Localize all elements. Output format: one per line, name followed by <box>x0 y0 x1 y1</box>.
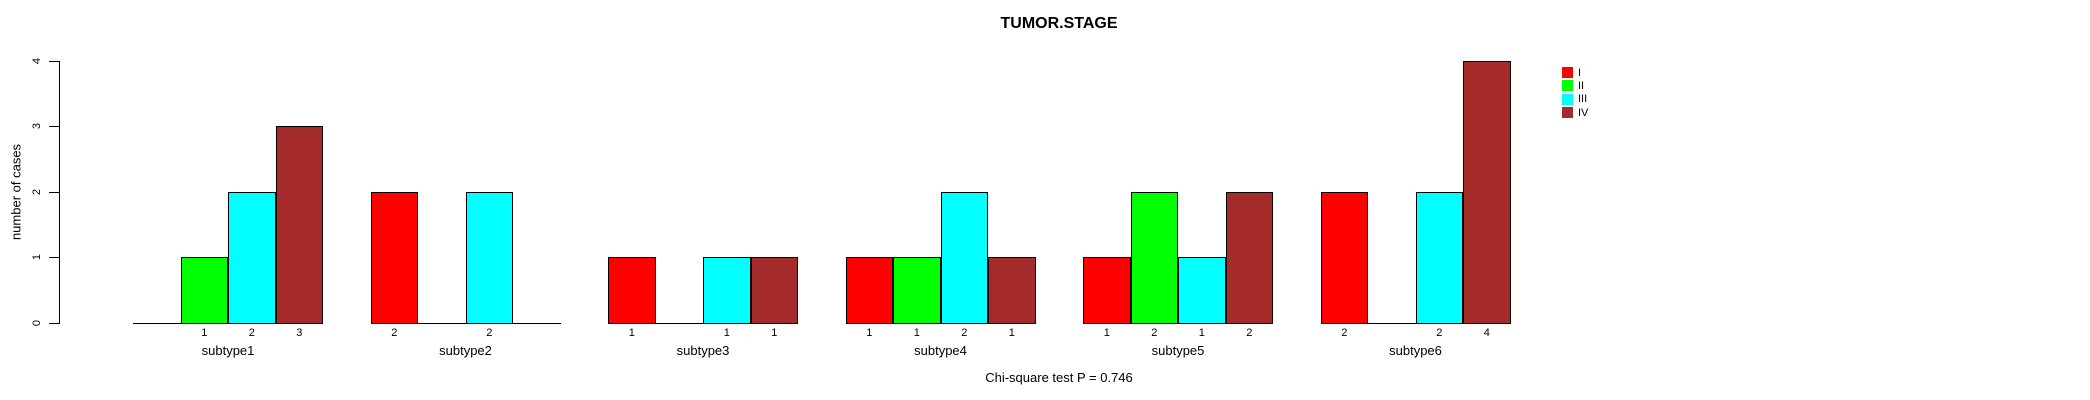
bar-value-label: 2 <box>391 327 398 339</box>
bar-subtype4-I <box>845 257 893 324</box>
y-axis-tick <box>49 126 59 128</box>
legend-swatch-I <box>1562 67 1573 78</box>
bar-subtype1-II <box>180 257 228 324</box>
bar-value-label: 1 <box>771 327 778 339</box>
bar-value-label: 4 <box>1483 327 1490 339</box>
y-axis-tick <box>49 323 59 324</box>
legend-swatch-II <box>1562 80 1573 92</box>
y-axis-tick-label: 2 <box>31 188 43 195</box>
bar-subtype5-III <box>1178 257 1226 324</box>
bar-subtype6-I <box>1320 191 1368 324</box>
bar-subtype5-I <box>1083 257 1131 324</box>
y-axis-tick <box>49 191 59 193</box>
y-axis-label: number of cases <box>8 143 24 241</box>
legend-label: IV <box>1578 106 1589 119</box>
y-axis-line <box>59 60 60 324</box>
category-label-subtype6: subtype6 <box>1389 343 1442 358</box>
bar-subtype5-II <box>1130 191 1178 324</box>
y-axis-tick-label: 1 <box>31 254 43 261</box>
bar-subtype4-II <box>893 257 941 324</box>
bar-subtype6-IV <box>1463 60 1511 324</box>
bar-subtype5-IV <box>1225 191 1273 324</box>
bar-value-label: 2 <box>248 327 255 339</box>
bar-value-label: 3 <box>296 327 303 339</box>
legend-label: III <box>1578 93 1588 106</box>
bar-subtype2-I <box>370 191 418 324</box>
category-label-subtype4: subtype4 <box>914 343 967 358</box>
bar-value-label: 2 <box>1246 327 1253 339</box>
bar-subtype4-III <box>940 191 988 324</box>
bar-value-label: 2 <box>486 327 493 339</box>
y-axis-tick <box>49 60 59 62</box>
legend-swatch-IV <box>1562 107 1573 119</box>
y-axis-tick-label: 0 <box>31 319 43 327</box>
bar-value-label: 1 <box>1198 327 1205 339</box>
category-label-subtype1: subtype1 <box>201 343 255 358</box>
legend-label: I <box>1578 66 1582 79</box>
bar-value-label: 1 <box>1008 327 1015 339</box>
chi-square-annotation: Chi-square test P = 0.746 <box>985 370 1133 385</box>
y-axis-tick <box>49 257 59 259</box>
legend-swatch-III <box>1562 93 1573 105</box>
y-axis-tick-label: 3 <box>31 123 43 130</box>
bar-subtype4-IV <box>988 257 1036 324</box>
category-label-subtype5: subtype5 <box>1151 343 1205 358</box>
bar-value-label: 2 <box>1151 327 1158 339</box>
y-axis-tick-label: 4 <box>31 57 43 64</box>
bar-value-label: 1 <box>866 327 873 339</box>
bar-subtype3-IV <box>750 257 798 324</box>
bar-subtype1-III <box>228 191 276 324</box>
legend-item-III: III <box>1562 93 1602 106</box>
bar-value-label: 1 <box>913 327 920 339</box>
bar-value-label: 2 <box>1341 327 1348 339</box>
bar-subtype3-I <box>608 257 656 324</box>
category-label-subtype3: subtype3 <box>676 343 730 358</box>
legend-item-IV: IV <box>1562 106 1602 119</box>
bar-subtype3-III <box>703 257 751 324</box>
bar-value-label: 1 <box>201 327 208 339</box>
bar-value-label: 2 <box>1436 327 1443 339</box>
bar-subtype2-III <box>465 191 513 324</box>
bar-value-label: 1 <box>628 327 635 339</box>
bar-value-label: 1 <box>1103 327 1110 339</box>
bar-subtype6-III <box>1415 191 1463 324</box>
category-label-subtype2: subtype2 <box>439 343 492 358</box>
bar-value-label: 1 <box>723 327 730 339</box>
legend-label: II <box>1578 79 1585 92</box>
chart-title: TUMOR.STAGE <box>1000 15 1118 32</box>
legend-item-II: II <box>1562 79 1602 92</box>
bar-subtype1-IV <box>275 126 323 324</box>
legend-item-I: I <box>1562 66 1602 79</box>
bar-value-label: 2 <box>961 327 968 339</box>
